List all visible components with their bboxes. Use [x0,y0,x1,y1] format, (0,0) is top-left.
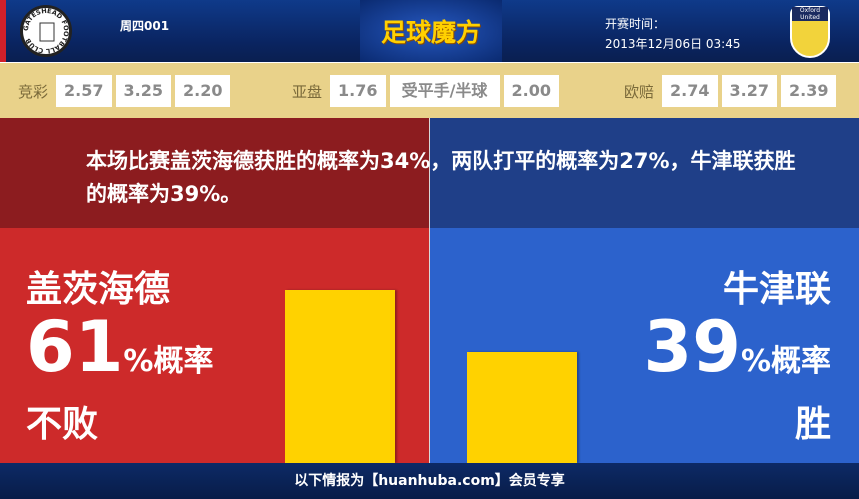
away-logo-text: Oxford United [792,7,828,21]
divider [429,118,430,463]
odds-value: 3.25 [115,75,171,107]
home-logo-badge: GATESHEAD FOOTBALL CLUB [22,7,70,55]
away-percent-value: 39 [643,306,741,388]
home-team-name: 盖茨海德 [26,269,171,310]
brand-logo: 足球魔方 [360,0,502,62]
summary-band-away [430,118,859,228]
odds-label: 竞彩 [18,82,49,101]
kickoff-time: 2013年12月06日 03:45 [605,37,741,51]
home-percent: 61%概率 [26,312,213,397]
home-logo-text-path: GATESHEAD FOOTBALL CLUB [23,8,69,54]
home-team-logo: GATESHEAD FOOTBALL CLUB [20,5,72,57]
odds-value: 1.76 [330,75,386,107]
away-percent: 39%概率 [644,312,831,397]
summary-band-home [0,118,429,228]
away-percent-suffix: %概率 [740,344,831,379]
header: GATESHEAD FOOTBALL CLUB 周四001 足球魔方 开赛时间：… [0,0,859,62]
odds-group-jingcai: 竞彩 2.57 3.25 2.20 [18,75,231,107]
home-percent-suffix: %概率 [123,344,214,379]
home-probability-bar [285,290,395,463]
odds-label: 亚盘 [292,82,323,101]
odds-value: 2.39 [780,75,837,107]
odds-handicap: 受平手/半球 [389,75,500,107]
odds-bar: 竞彩 2.57 3.25 2.20 亚盘 1.76 受平手/半球 2.00 欧赔… [0,62,859,118]
home-logo-text: GATESHEAD FOOTBALL CLUB [22,7,70,55]
odds-value: 2.00 [503,75,559,107]
home-outcome: 不败 [26,404,99,445]
odds-group-yapan: 亚盘 1.76 受平手/半球 2.00 [292,75,559,107]
match-number: 周四001 [120,19,170,33]
away-outcome: 胜 [794,404,831,445]
away-probability-bar [467,352,577,463]
kickoff-info: 开赛时间： 2013年12月06日 03:45 [605,14,740,54]
probability-summary: 本场比赛盖茨海德获胜的概率为34%，两队打平的概率为27%，牛津联获胜的概率为3… [86,149,796,206]
home-percent-value: 61 [26,306,124,388]
odds-label: 欧赔 [624,82,655,101]
kickoff-label: 开赛时间： [605,17,666,31]
odds-value: 2.74 [662,75,718,107]
away-team-name: 牛津联 [722,269,831,310]
away-team-logo: Oxford United [790,6,830,58]
odds-group-oupei: 欧赔 2.74 3.27 2.39 [624,75,837,107]
member-footer[interactable]: 以下情报为【huanhuba.com】会员专享 [0,463,859,499]
odds-value: 2.57 [56,75,112,107]
accent-strip [0,0,6,62]
odds-value: 2.20 [174,75,231,107]
odds-value: 3.27 [721,75,777,107]
